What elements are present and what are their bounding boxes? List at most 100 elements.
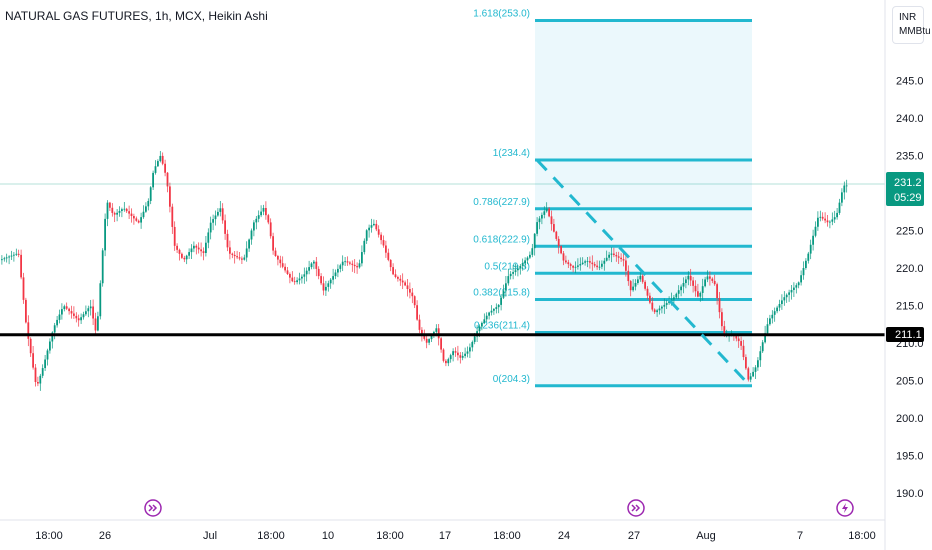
candle-body (514, 270, 517, 273)
candle-body (334, 272, 337, 277)
time-axis[interactable]: 18:00 26 Jul 18:00 10 18:00 17 18:00 24 27 Aug 7 18:… (35, 530, 876, 542)
candle-body (505, 283, 507, 291)
candle-body (745, 357, 747, 369)
candle-body (543, 211, 546, 215)
candle-body (85, 311, 87, 315)
candle-body (368, 227, 370, 231)
currency-unit-button[interactable]: INR MMBtu (892, 6, 931, 44)
candle-body (123, 208, 126, 210)
time-tick-label: Jul (203, 530, 217, 542)
candle-body (229, 247, 231, 254)
candle-body (529, 254, 531, 258)
candle-body (845, 185, 848, 187)
candle-body (577, 265, 579, 267)
candle-body (286, 270, 289, 274)
fib-zone-fill (535, 20, 752, 386)
candle-body (752, 371, 754, 377)
candle-body (130, 213, 133, 216)
candle-body (289, 274, 291, 278)
candle-body (680, 286, 682, 291)
candle-body (13, 254, 15, 256)
candle-body (706, 276, 709, 280)
candle-body (39, 375, 42, 384)
candle-body (152, 172, 154, 188)
candle-body (44, 359, 46, 369)
candle-body (380, 234, 382, 241)
candle-body (190, 248, 193, 253)
candle-body (27, 322, 30, 339)
candle-body (589, 261, 591, 263)
candle-body (255, 218, 258, 223)
candle-body (101, 250, 104, 284)
candle-body (749, 376, 752, 380)
level-price-value: 211.1 (895, 329, 922, 341)
candle-body (351, 263, 354, 265)
candle-body (538, 218, 541, 223)
candle-body (181, 253, 183, 258)
candle-body (620, 257, 622, 260)
lightning-event-icon[interactable] (836, 499, 854, 517)
candle-body (373, 223, 375, 226)
candle-body (512, 272, 514, 274)
candle-body (435, 328, 438, 332)
candle-body (778, 304, 781, 308)
forward-event-icon[interactable] (627, 499, 645, 517)
candle-body (365, 230, 368, 241)
candle-body (279, 259, 282, 264)
candle-body (644, 281, 646, 289)
candle-body (569, 264, 572, 266)
candle-body (632, 286, 634, 291)
candle-body (77, 318, 80, 321)
candle-body (135, 218, 138, 221)
price-axis[interactable]: 245.0240.0235.0230.0225.0220.0215.0210.0… (896, 76, 924, 501)
candle-body (757, 360, 759, 368)
candle-body (332, 276, 334, 280)
candle-body (764, 333, 766, 343)
candle-body (46, 350, 49, 360)
candle-body (634, 283, 637, 287)
candle-body (409, 289, 411, 293)
candle-body (269, 222, 272, 237)
candle-body (73, 313, 75, 316)
forward-event-icon[interactable] (144, 499, 162, 517)
time-tick-label: 18:00 (493, 530, 521, 542)
candle-body (149, 187, 152, 201)
candle-body (843, 185, 846, 193)
candle-body (65, 306, 68, 309)
candle-body (219, 208, 222, 212)
candle-body (488, 312, 490, 316)
candle-body (22, 277, 25, 300)
candle-body (800, 275, 802, 283)
candle-body (349, 262, 351, 264)
candle-body (346, 261, 349, 263)
level-price-tag: 211.1 (886, 327, 924, 342)
candle-body (421, 329, 423, 335)
candle-body (497, 304, 500, 308)
candle-body (315, 261, 318, 269)
fib-level-label: 0.236(211.4) (474, 321, 530, 332)
candle-body (449, 355, 452, 360)
candle-body (649, 295, 651, 303)
candle-body (704, 279, 706, 287)
candle-body (740, 341, 742, 346)
candle-body (584, 261, 586, 263)
fib-levels[interactable]: 1.618(253.0) 1(234.4) 0.786(227.9) 0.618(22… (473, 9, 752, 388)
candle-body (248, 239, 250, 249)
candle-body (629, 281, 632, 291)
candle-body (697, 291, 699, 297)
candle-body (452, 351, 454, 356)
candle-body (819, 216, 822, 218)
candle-body (15, 253, 18, 255)
candle-body (375, 223, 378, 230)
candle-body (140, 217, 142, 223)
candle-body (68, 308, 70, 312)
candle-body (824, 218, 826, 221)
candle-body (689, 275, 692, 281)
candle-body (202, 251, 205, 253)
candle-body (781, 300, 783, 304)
fib-trend-line[interactable] (535, 158, 752, 387)
candle-body (341, 261, 344, 266)
candle-body (161, 155, 164, 164)
candle-body (526, 257, 529, 261)
